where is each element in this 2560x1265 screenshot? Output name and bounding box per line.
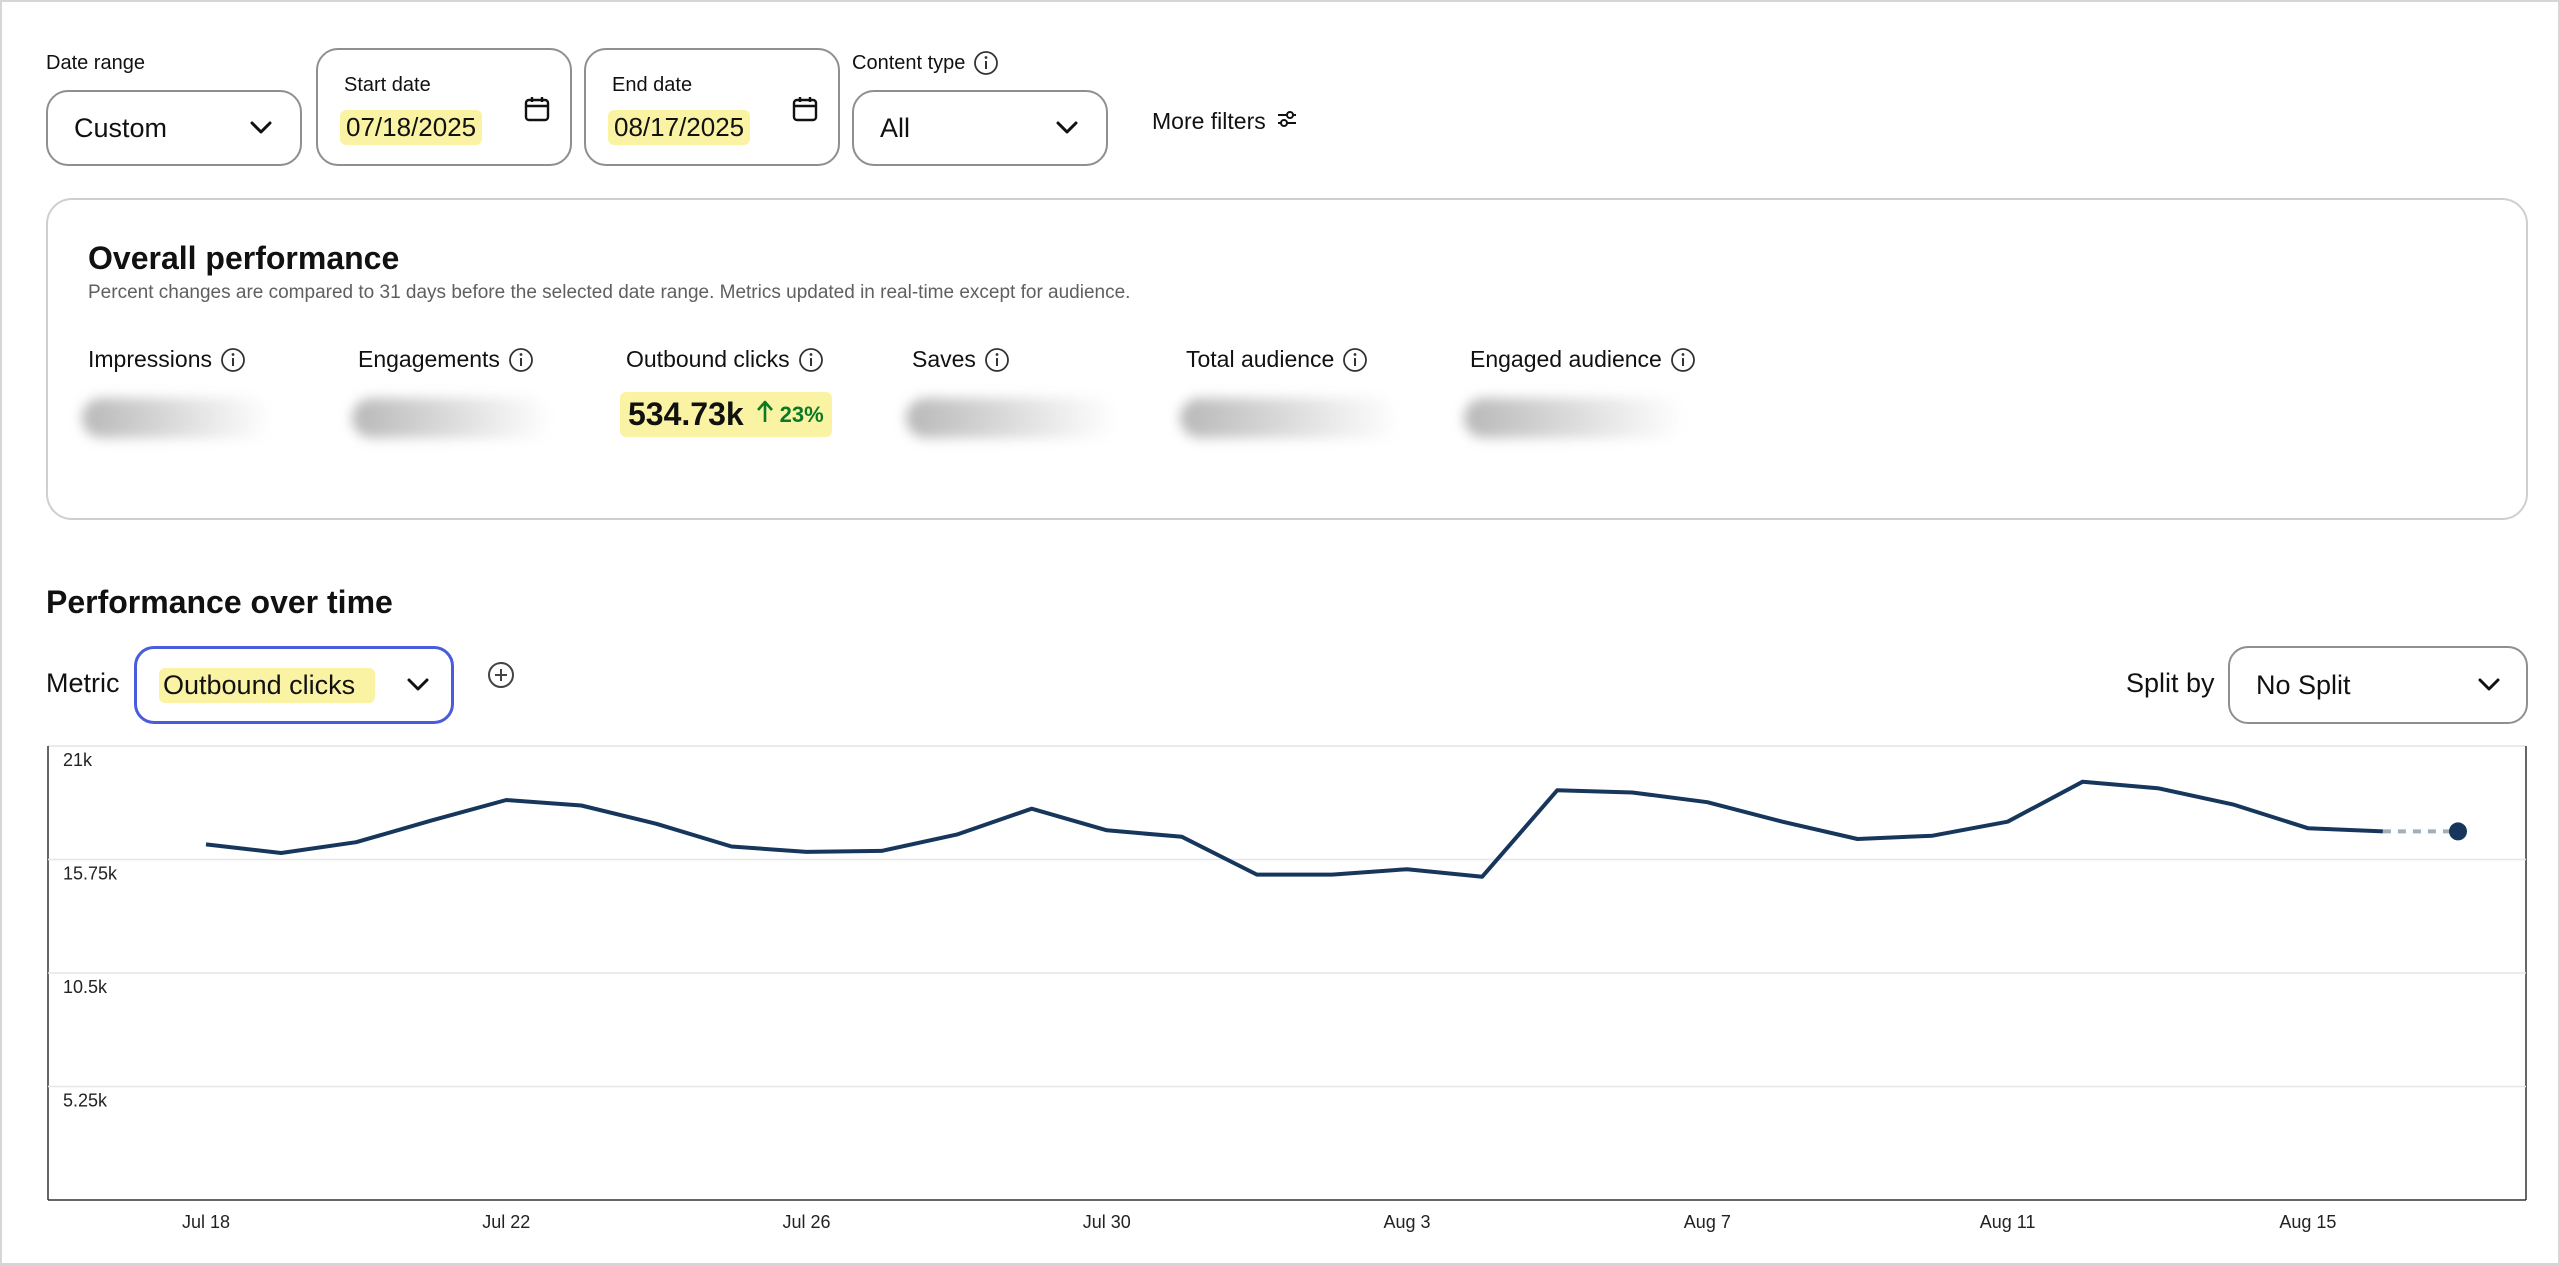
metric-label: Outbound clicks (626, 346, 790, 372)
metric-label: Impressions (88, 346, 212, 372)
info-icon[interactable] (1670, 347, 1696, 373)
performance-line-chart[interactable]: 21k 15.75k 10.5k 5.25k Jul 18 Jul 22 Jul 26 Jul… (0, 740, 2560, 1265)
metric-saves[interactable]: Saves (906, 346, 1116, 438)
arrow-up-icon (756, 400, 774, 430)
metric-change-value: 23% (779, 401, 824, 427)
x-tick-label: Jul 22 (482, 1212, 530, 1232)
chevron-down-icon (1054, 115, 1080, 141)
chevron-down-icon (2476, 672, 2502, 698)
split-by-value: No Split (2256, 669, 2351, 700)
series-line (205, 779, 2383, 879)
metric-label: Saves (912, 346, 976, 372)
x-tick-label: Aug 11 (1980, 1212, 2036, 1232)
x-tick-label: Aug 3 (1384, 1212, 1431, 1232)
info-icon[interactable] (798, 347, 824, 373)
metric-outbound-clicks[interactable]: Outbound clicks 534.73k 23% (620, 346, 832, 437)
end-date-value: 08/17/2025 (608, 110, 751, 145)
metric-change: 23% (756, 400, 824, 430)
x-tick-label: Aug 15 (2279, 1212, 2336, 1232)
blurred-value (352, 398, 552, 438)
y-tick-label: 10.5k (63, 977, 108, 997)
overall-performance-subtitle: Percent changes are compared to 31 days … (88, 282, 1131, 303)
blurred-value (906, 398, 1116, 438)
y-tick-label: 21k (63, 750, 93, 770)
info-icon[interactable] (508, 347, 534, 373)
more-filters-label: More filters (1152, 108, 1266, 134)
chevron-down-icon (405, 672, 431, 698)
end-date-label: End date (612, 74, 693, 96)
info-icon[interactable] (220, 347, 246, 373)
calendar-icon[interactable] (790, 94, 820, 124)
start-date-value: 07/18/2025 (340, 110, 483, 145)
x-tick-label: Jul 30 (1083, 1212, 1131, 1232)
info-icon[interactable] (1342, 347, 1368, 373)
metric-select-label: Metric (46, 668, 120, 698)
blurred-value (82, 398, 272, 438)
date-range-value: Custom (74, 112, 168, 143)
metric-value-highlight: 534.73k 23% (620, 392, 832, 437)
start-date-label: Start date (344, 74, 431, 96)
x-tick-label: Aug 7 (1684, 1212, 1731, 1232)
y-tick-label: 5.25k (63, 1091, 108, 1111)
metric-label: Engagements (358, 346, 500, 372)
info-icon[interactable] (973, 50, 999, 76)
series-last-point (2449, 822, 2467, 841)
chevron-down-icon (248, 115, 274, 141)
x-tick-label: Jul 18 (182, 1212, 230, 1232)
split-by-label: Split by (2126, 668, 2215, 698)
calendar-icon[interactable] (522, 94, 552, 124)
add-metric-icon[interactable] (486, 660, 516, 690)
metric-engaged-audience[interactable]: Engaged audience (1464, 346, 1696, 438)
content-type-value: All (880, 112, 911, 143)
performance-over-time-title: Performance over time (46, 584, 393, 620)
metric-select-value: Outbound clicks (159, 667, 375, 703)
content-type-label: Content type (852, 51, 966, 74)
end-date-field[interactable]: End date 08/17/2025 (584, 48, 840, 166)
metric-engagements[interactable]: Engagements (352, 346, 552, 438)
start-date-field[interactable]: Start date 07/18/2025 (316, 48, 572, 166)
date-range-label: Date range (46, 52, 145, 74)
metric-select[interactable]: Outbound clicks (134, 646, 454, 724)
metric-impressions[interactable]: Impressions (82, 346, 272, 438)
x-tick-label: Jul 26 (783, 1212, 831, 1232)
overall-performance-title: Overall performance (88, 240, 400, 276)
content-type-select[interactable]: All (852, 90, 1108, 166)
metric-label: Total audience (1186, 346, 1335, 372)
y-tick-label: 15.75k (63, 864, 118, 884)
blurred-value (1180, 398, 1400, 438)
blurred-value (1464, 398, 1684, 438)
overall-performance-card: Overall performance Percent changes are … (46, 198, 2528, 520)
sliders-icon (1276, 108, 1298, 135)
metric-label: Engaged audience (1470, 346, 1662, 372)
date-range-select[interactable]: Custom (46, 90, 302, 166)
content-type-label-row: Content type (852, 50, 999, 76)
metric-value: 534.73k (628, 396, 744, 432)
more-filters-button[interactable]: More filters (1152, 108, 1298, 135)
info-icon[interactable] (984, 347, 1010, 373)
split-by-select[interactable]: No Split (2228, 646, 2528, 724)
metric-total-audience[interactable]: Total audience (1180, 346, 1400, 438)
